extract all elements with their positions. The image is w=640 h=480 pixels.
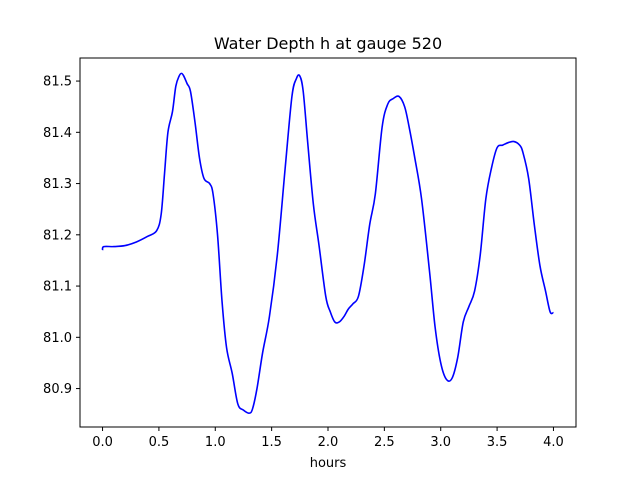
x-tick-label: 0.0 xyxy=(92,435,113,450)
x-tick-label: 0.5 xyxy=(149,435,170,450)
y-tick-label: 80.9 xyxy=(43,382,72,397)
y-tick-label: 81.5 xyxy=(43,75,72,90)
x-tick-label: 1.0 xyxy=(205,435,226,450)
x-tick-label: 2.5 xyxy=(374,435,395,450)
y-tick-label: 81.0 xyxy=(43,331,72,346)
series-layer xyxy=(101,72,554,414)
plot-frame xyxy=(79,57,577,428)
y-tick-label: 81.2 xyxy=(43,228,72,243)
x-tick-label: 1.5 xyxy=(261,435,282,450)
y-tick-label: 81.4 xyxy=(43,126,72,141)
x-tick-label: 4.0 xyxy=(543,435,564,450)
y-tick-label: 81.1 xyxy=(43,280,72,295)
x-axis-ticks: 0.0 0.5 1.0 1.5 2.0 2.5 3.0 3.5 4.0 xyxy=(92,427,564,450)
series-line xyxy=(101,72,554,414)
x-tick-label: 3.5 xyxy=(487,435,508,450)
y-tick-label: 81.3 xyxy=(43,177,72,192)
x-axis-label: hours xyxy=(310,456,347,471)
x-tick-label: 2.0 xyxy=(318,435,339,450)
x-tick-label: 3.0 xyxy=(430,435,451,450)
chart-title: Water Depth h at gauge 520 xyxy=(214,34,442,53)
y-axis-ticks: 80.9 81.0 81.1 81.2 81.3 81.4 81.5 xyxy=(43,75,80,397)
